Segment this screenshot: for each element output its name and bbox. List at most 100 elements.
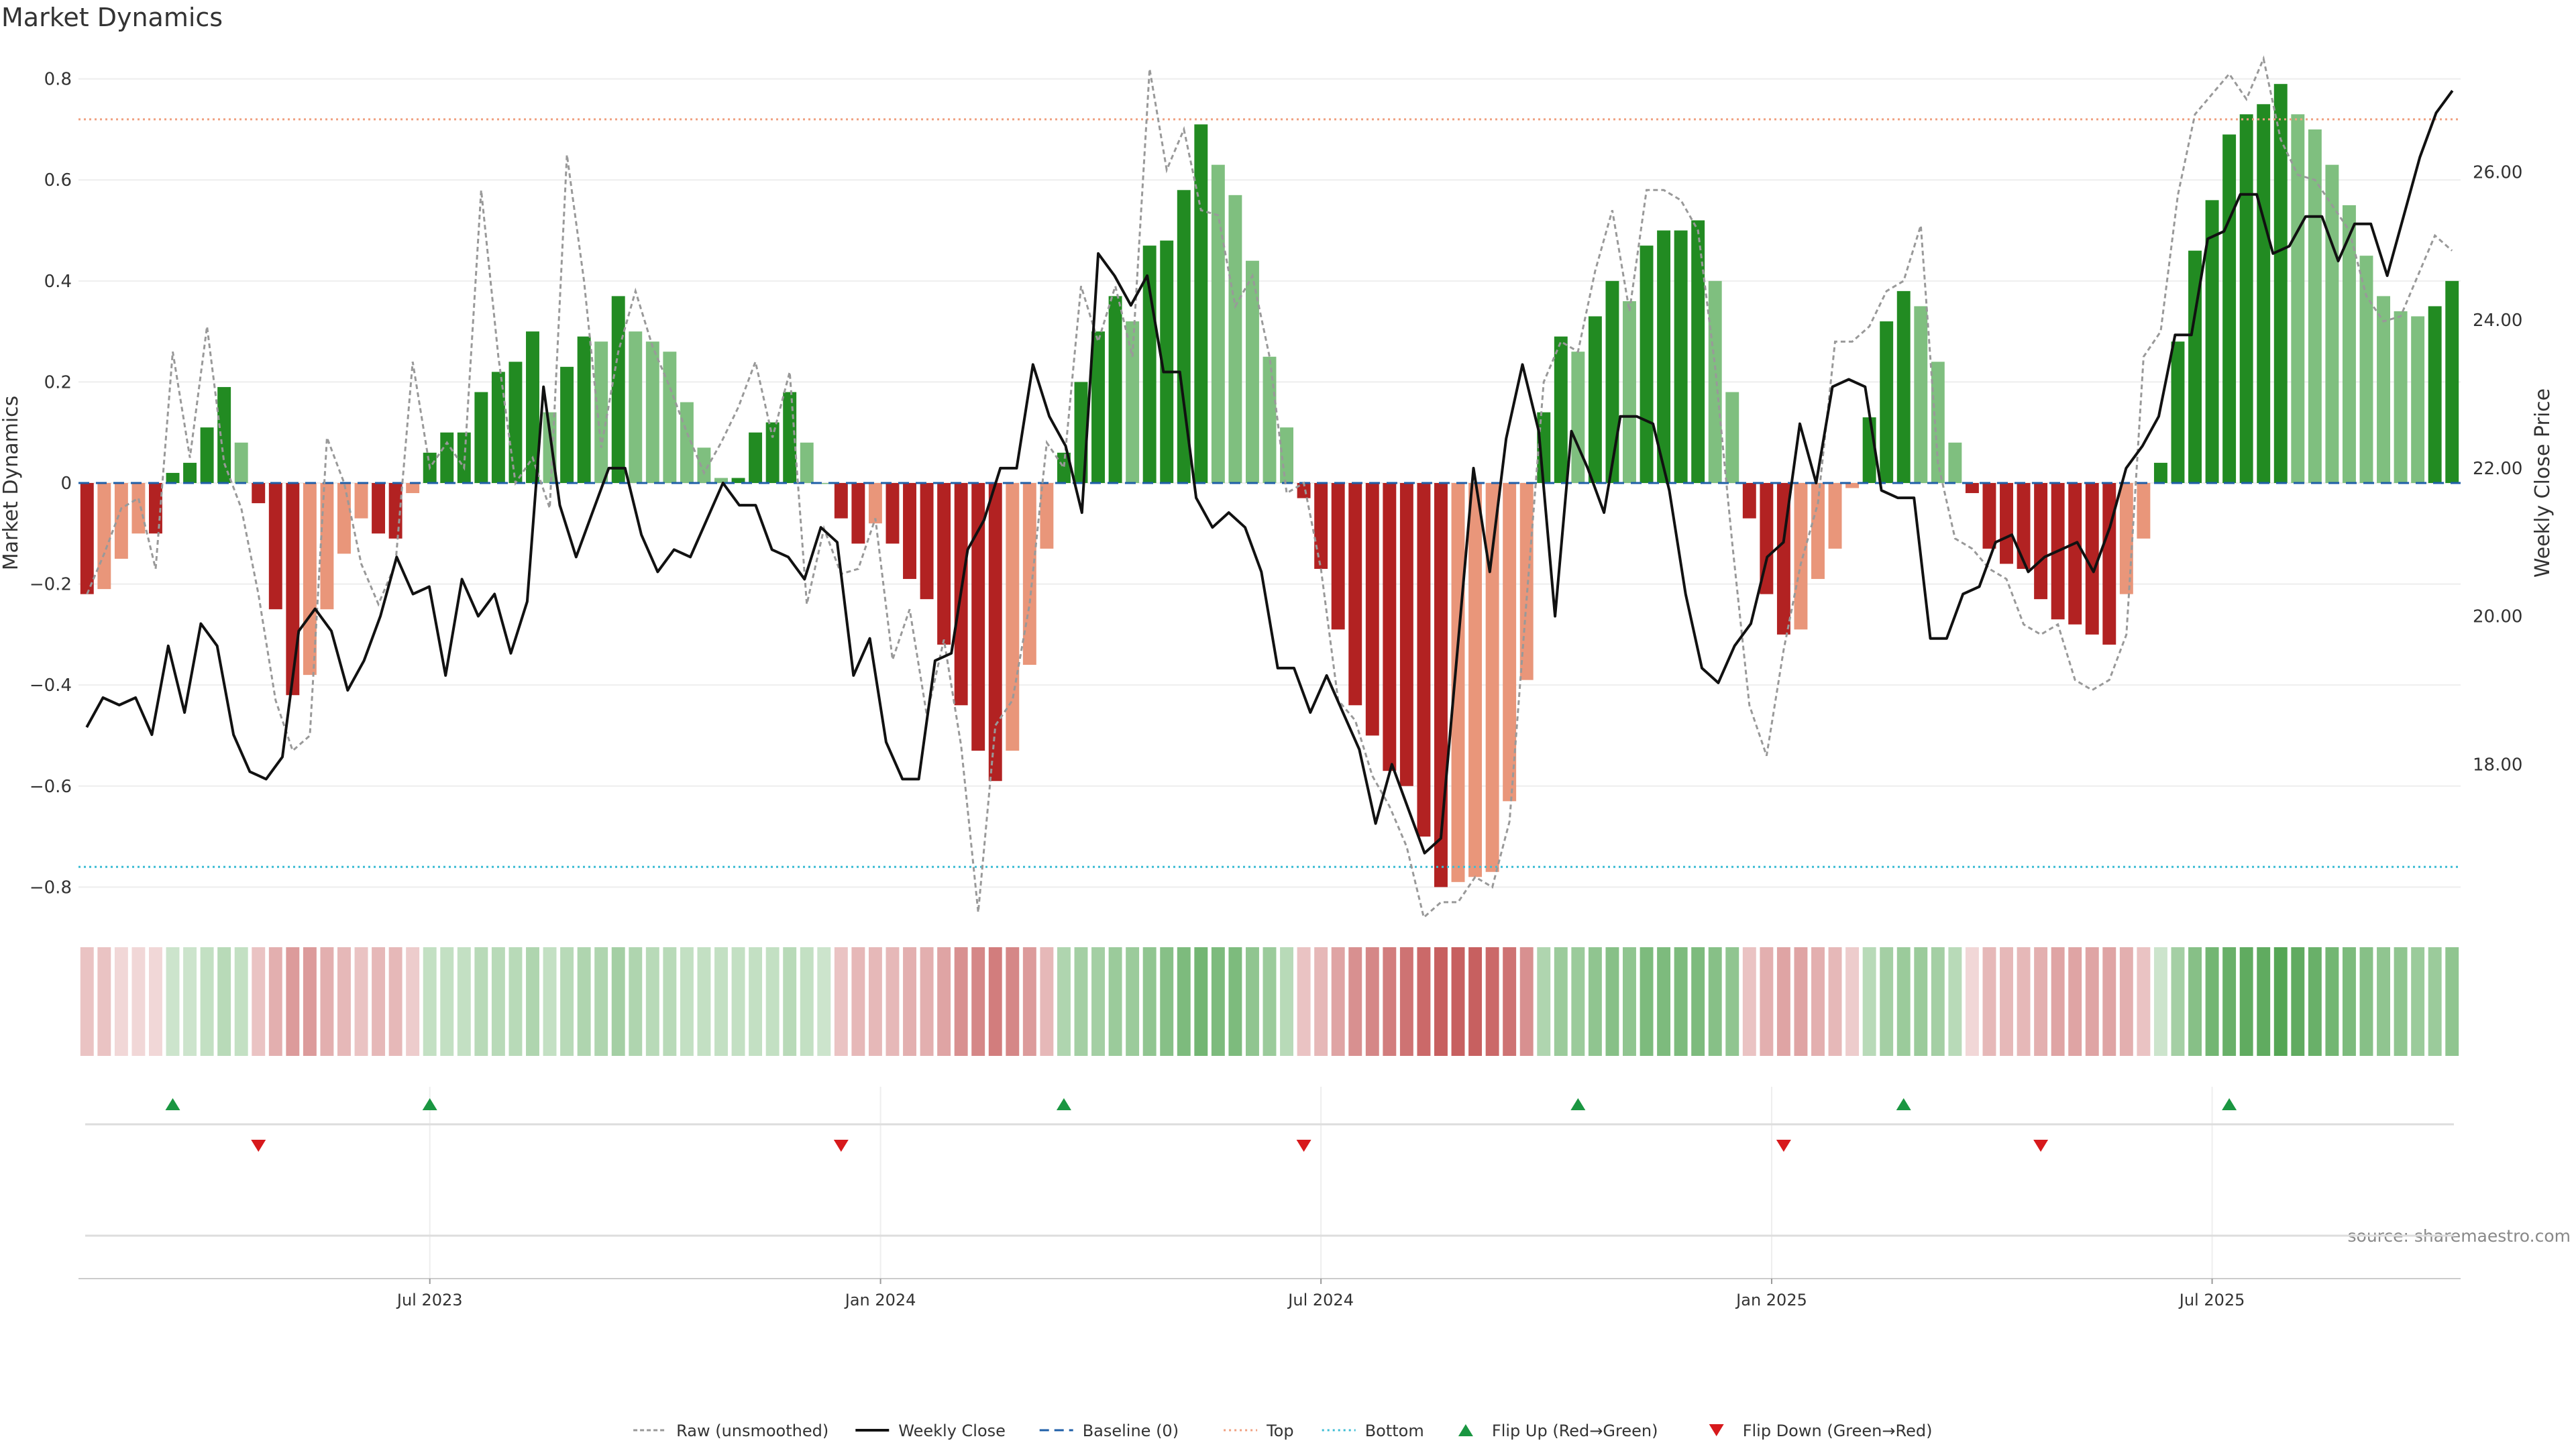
legend: Raw (unsmoothed) Weekly Close Baseline (0)… [633,1421,1932,1440]
y-tick-label: 0.6 [44,170,72,191]
bar-series [80,84,2459,888]
heat-cell [1091,947,1105,1056]
bar [2342,205,2356,483]
bar [937,483,951,645]
bar [920,483,934,600]
heat-cell [954,947,968,1056]
heat-cell [1022,947,1036,1056]
heat-cell [286,947,300,1056]
heat-cell [1468,947,1483,1056]
heat-cell [611,947,625,1056]
bar [183,462,197,483]
flip-down-marker [1296,1140,1311,1152]
heat-cell [131,947,146,1056]
heat-cell [885,947,900,1056]
heat-cell [714,947,728,1056]
legend-swatch [1458,1424,1473,1436]
flip-up-marker [1570,1098,1586,1110]
y-tick-label: −0.8 [30,877,72,898]
heat-cell [2017,947,2031,1056]
heat-cell [1588,947,1602,1056]
heat-cell [1211,947,1225,1056]
heat-cell [1896,947,1911,1056]
bar [1982,483,1996,549]
bar [765,422,780,483]
heat-cell [749,947,763,1056]
bar [526,331,539,483]
bar [629,331,643,483]
bar [2000,483,2013,564]
heat-cell [148,947,162,1056]
bar [2308,129,2322,484]
heat-cell [594,947,608,1056]
bar [286,483,300,696]
bar [1965,483,1979,494]
heat-cell [1383,947,1397,1056]
y2-axis-label: Weekly Close Price [2531,388,2555,578]
heat-cell [920,947,934,1056]
flip-up-marker [1056,1098,1071,1110]
bar [1880,321,1894,483]
legend-item: Flip Down (Green→Red) [1709,1421,1932,1440]
bar [2119,483,2133,594]
legend-label: Raw (unsmoothed) [676,1421,828,1440]
heat-cell [1640,947,1654,1056]
heat-cell [1845,947,1860,1056]
flip-up-marker [422,1098,437,1110]
bar [1742,483,1756,519]
bar [131,483,146,534]
bar [2394,311,2408,483]
bar [97,483,111,590]
legend-item: Top [1224,1421,1294,1440]
heat-cell [971,947,985,1056]
bar [834,483,848,519]
legend-item: Baseline (0) [1039,1421,1179,1440]
heat-cell [1194,947,1208,1056]
heat-cell [406,947,420,1056]
bar [200,427,214,483]
bar [1674,230,1688,483]
heat-cell [2034,947,2048,1056]
legend-label: Top [1266,1421,1294,1440]
heat-cell [1674,947,1688,1056]
bar [1691,220,1705,483]
heat-cell [988,947,1002,1056]
y-tick-label: 0 [60,474,72,494]
heat-cell [97,947,111,1056]
bar [1571,352,1585,483]
heat-cell [2085,947,2099,1056]
legend-item: Weekly Close [855,1421,1006,1440]
heat-cell [731,947,745,1056]
bar [2377,296,2391,483]
heat-cell [1314,947,1328,1056]
heat-cell [697,947,711,1056]
y2-tick-label: 20.00 [2473,607,2522,627]
heat-cell [1811,947,1825,1056]
heat-cell [166,947,180,1056]
bar [2068,483,2082,625]
heat-cell [234,947,248,1056]
flip-up-marker [1896,1098,1911,1110]
heat-cell [2137,947,2151,1056]
bar [1108,296,1122,483]
bar [663,352,677,483]
bar [2445,280,2459,483]
heat-cell [1417,947,1431,1056]
bar [1399,483,1413,786]
heat-cell [320,947,334,1056]
bar [1331,483,1345,630]
bar [2153,462,2167,483]
bar [337,483,351,554]
heat-cell [526,947,539,1056]
bar [903,483,916,580]
heat-cell [2411,947,2425,1056]
heat-cell [1519,947,1534,1056]
heat-cell [1142,947,1157,1056]
heat-cell [2394,947,2408,1056]
flip-down-marker [1776,1140,1791,1152]
heat-cell [1331,947,1345,1056]
heat-cell [1399,947,1413,1056]
bar [1006,483,1020,751]
bar [1640,246,1654,483]
bar [80,483,94,594]
